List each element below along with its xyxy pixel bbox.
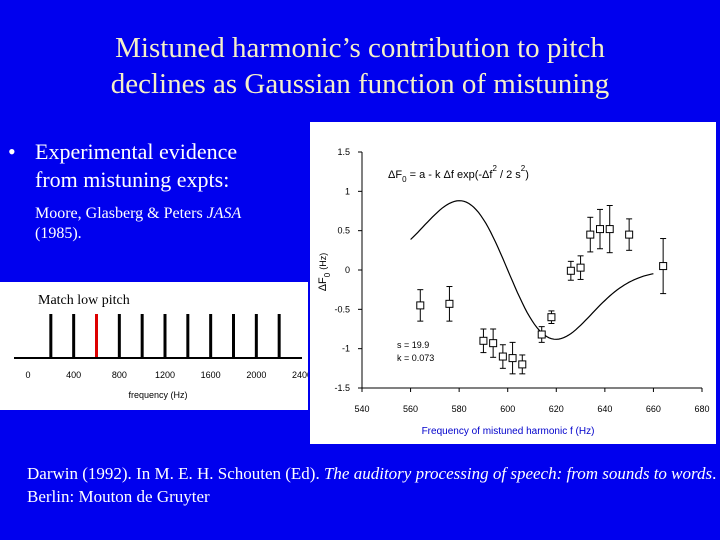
data-point	[479, 328, 488, 354]
mistuning-x-tick-label: 560	[403, 404, 418, 414]
mistuning-y-tick-label: -0.5	[334, 304, 350, 314]
mistuning-y-tick-label: -1	[342, 344, 350, 354]
data-point	[576, 255, 585, 280]
spectrum-panel: Match low pitch 04008001200160020002400 …	[0, 282, 312, 410]
mistuning-x-tick-label: 620	[549, 404, 564, 414]
bullet-line-1: Experimental evidence	[35, 139, 238, 164]
square-marker	[498, 352, 507, 361]
mistuning-x-tick-label: 600	[500, 404, 515, 414]
mistuning-chart: -1.5 -1 -0.5 0 0.5 1 1.5 540 560 580 600 620 640 660…	[317, 147, 710, 437]
spectrum-x-tick-label: 1600	[201, 370, 221, 380]
square-marker	[416, 301, 425, 310]
data-point	[566, 260, 575, 281]
mistuning-y-tick-label: 1.5	[337, 147, 350, 157]
data-point	[547, 310, 556, 324]
mistuning-x-tick-label: 640	[597, 404, 612, 414]
mistuning-y-tick-label: -1.5	[334, 383, 350, 393]
data-point	[625, 218, 634, 251]
spectrum-x-tick-label: 1200	[155, 370, 175, 380]
citation-book-title: The auditory processing of speech: from …	[323, 464, 713, 483]
slide-title-line-2: declines as Gaussian function of mistuni…	[110, 68, 610, 100]
reference-authors: Moore, Glasberg & Peters	[35, 205, 207, 222]
data-point	[489, 328, 498, 358]
data-point	[445, 286, 454, 322]
data-point	[498, 344, 507, 369]
data-point	[537, 326, 546, 343]
square-marker	[547, 313, 556, 322]
bullet-dot: •	[8, 139, 16, 164]
spectrum-x-label: frequency (Hz)	[128, 390, 187, 400]
spectrum-x-tick-label: 0	[25, 370, 30, 380]
mistuning-y-tick-label: 0.5	[337, 226, 350, 236]
reference-journal: JASA	[206, 205, 242, 222]
data-point	[508, 341, 517, 375]
square-marker	[576, 263, 585, 272]
square-marker	[566, 266, 575, 275]
data-point	[659, 238, 668, 295]
data-point	[605, 204, 614, 254]
square-marker	[625, 230, 634, 239]
square-marker	[659, 262, 668, 271]
data-point	[416, 289, 425, 322]
mistuning-x-label: Frequency of mistuned harmonic f (Hz)	[422, 426, 595, 437]
formula-label: ΔF0 = a - k Δf exp(-Δf2 / 2 s2)	[388, 164, 529, 184]
square-marker	[605, 225, 614, 234]
mistuning-x-tick-label: 680	[694, 404, 709, 414]
square-marker	[537, 330, 546, 339]
square-marker	[508, 354, 517, 363]
spectrum-title: Match low pitch	[38, 293, 130, 308]
spectrum-x-tick-label: 800	[112, 370, 127, 380]
mistuning-x-tick-label: 540	[354, 404, 369, 414]
citation-publisher: . Berlin: Mouton de Gruyter	[27, 464, 717, 506]
bullet-line-2: from mistuning expts:	[35, 167, 230, 192]
spectrum-chart: Match low pitch 04008001200160020002400 …	[14, 293, 312, 400]
square-marker	[489, 339, 498, 348]
reference-text: Moore, Glasberg & Peters JASA (1985).	[35, 204, 241, 244]
citation-authors: Darwin (1992). In M. E. H. Schouten (Ed)…	[27, 464, 324, 483]
square-marker	[596, 225, 604, 234]
param-s-label: s = 19.9	[397, 340, 429, 350]
citation: Darwin (1992). In M. E. H. Schouten (Ed)…	[27, 462, 717, 508]
data-point	[518, 354, 527, 375]
square-marker	[445, 299, 454, 308]
param-k-label: k = 0.073	[397, 353, 434, 363]
mistuning-x-tick-label: 580	[452, 404, 467, 414]
slide-title: Mistuned harmonic’s contribution to pitc…	[0, 30, 720, 102]
square-marker	[479, 336, 488, 345]
svg-text:ΔF0 (Hz): ΔF0 (Hz)	[317, 253, 332, 292]
spectrum-x-tick-label: 2000	[246, 370, 266, 380]
gaussian-fit-curve	[410, 200, 654, 340]
data-point	[586, 216, 595, 253]
data-point	[596, 208, 604, 250]
mistuning-y-tick-label: 0	[345, 265, 350, 275]
reference-year: (1985).	[35, 225, 82, 242]
square-marker	[586, 230, 595, 239]
square-marker	[518, 360, 527, 369]
mistuning-y-tick-label: 1	[345, 186, 350, 196]
spectrum-x-tick-label: 400	[66, 370, 81, 380]
slide-title-line-1: Mistuned harmonic’s contribution to pitc…	[115, 32, 605, 64]
mistuning-y-label: ΔF0 (Hz)	[317, 253, 332, 292]
spectrum-x-tick-label: 2400	[292, 370, 308, 380]
mistuning-x-tick-label: 660	[646, 404, 661, 414]
mistuning-panel: -1.5 -1 -0.5 0 0.5 1 1.5 540 560 580 600 620 640 660…	[310, 122, 716, 444]
